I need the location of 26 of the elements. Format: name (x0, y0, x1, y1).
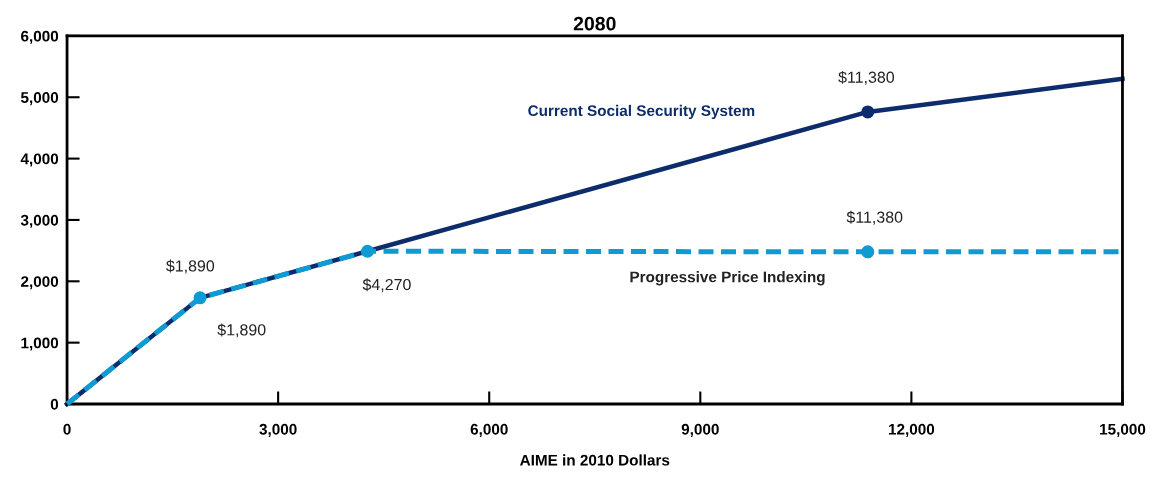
annotation: $1,890 (217, 323, 266, 338)
series-label: Current Social Security System (528, 104, 755, 120)
point (193, 291, 207, 305)
series-label: Progressive Price Indexing (630, 271, 825, 286)
x-tick-label: 3,000 (259, 423, 297, 437)
y-tick-label: 0 (50, 398, 59, 410)
x-axis-title: AIME in 2010 Dollars (520, 454, 670, 466)
annotation: $1,890 (166, 259, 215, 274)
point (861, 105, 875, 119)
y-tick-label: 1,000 (21, 337, 59, 351)
annotation: $11,380 (838, 70, 895, 85)
x-tick-label: 6,000 (470, 423, 508, 437)
x-tick-label: 15,000 (1100, 423, 1146, 437)
point (861, 245, 875, 259)
chart-title: 2080 (573, 16, 616, 31)
annotation: $11,380 (846, 210, 903, 225)
point (360, 244, 374, 258)
annotation: $4,270 (362, 278, 411, 293)
y-tick-label: 3,000 (20, 214, 59, 228)
x-tick-label: 12,000 (888, 423, 935, 437)
y-tick-label: 5,000 (20, 92, 59, 106)
y-tick-label: 2,000 (21, 276, 59, 290)
x-tick-label: 9,000 (681, 423, 719, 437)
y-tick-label: 4,000 (20, 153, 59, 167)
y-tick-label: 6,000 (21, 30, 59, 44)
x-tick-label: 0 (63, 423, 71, 435)
